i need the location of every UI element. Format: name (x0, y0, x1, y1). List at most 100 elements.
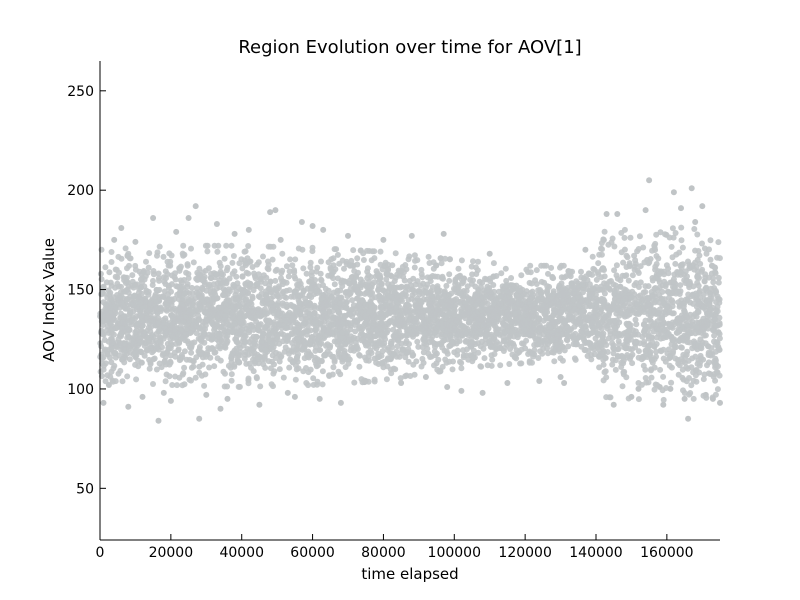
data-point (188, 284, 195, 291)
data-point (252, 360, 258, 367)
data-point (231, 320, 238, 327)
data-point (395, 337, 402, 344)
data-point (712, 264, 719, 271)
data-point (704, 297, 711, 304)
data-point (653, 231, 660, 238)
data-point (498, 270, 505, 277)
data-point (237, 352, 244, 359)
data-point (230, 327, 237, 334)
data-point (610, 344, 617, 351)
data-point (537, 326, 544, 333)
data-point (153, 345, 160, 352)
data-point (705, 359, 712, 366)
data-point (469, 271, 476, 278)
data-point (625, 277, 632, 284)
data-point (265, 266, 272, 273)
data-point (124, 334, 131, 341)
data-point (497, 362, 504, 369)
data-point (280, 374, 287, 381)
data-point (452, 276, 459, 283)
data-point (515, 301, 522, 307)
data-point (463, 330, 469, 337)
data-point (247, 346, 254, 353)
data-point (196, 302, 203, 309)
data-point (223, 280, 230, 287)
data-point (311, 357, 318, 364)
data-point (115, 336, 122, 343)
data-point (145, 264, 152, 271)
data-point (391, 289, 398, 296)
data-point (204, 248, 211, 255)
data-point (631, 252, 638, 259)
data-point (632, 316, 639, 323)
data-point (619, 383, 626, 390)
data-point (612, 325, 619, 332)
data-point (214, 248, 221, 255)
data-point (347, 311, 353, 318)
data-point (326, 308, 333, 315)
data-point (616, 319, 623, 326)
data-point (133, 376, 140, 383)
data-point (150, 356, 157, 363)
data-point (470, 347, 477, 354)
data-point (471, 312, 477, 319)
data-point (565, 268, 572, 275)
data-point (160, 350, 167, 357)
data-point (383, 311, 390, 318)
data-point (682, 268, 689, 275)
data-point (109, 339, 116, 346)
data-point (124, 265, 130, 272)
data-point (326, 372, 333, 379)
data-point (651, 244, 658, 251)
data-point (632, 344, 639, 351)
data-point (168, 281, 175, 288)
data-point (296, 292, 303, 299)
data-point (621, 273, 628, 279)
data-point (635, 396, 642, 403)
data-point (623, 333, 630, 340)
data-point (547, 324, 554, 331)
data-point (371, 255, 378, 262)
data-point (687, 390, 694, 396)
data-point (303, 299, 310, 306)
data-point (175, 296, 182, 303)
data-point (520, 341, 527, 347)
data-point (106, 269, 113, 276)
data-point (430, 259, 437, 266)
data-point (701, 371, 708, 378)
data-point (258, 338, 265, 345)
data-point (262, 342, 269, 349)
data-point (701, 278, 708, 285)
data-point (706, 246, 712, 253)
data-point (596, 286, 603, 293)
data-point (707, 237, 714, 244)
data-point (642, 326, 649, 333)
data-point (712, 391, 719, 398)
data-point (378, 304, 385, 311)
data-point (500, 293, 507, 300)
data-point (351, 268, 358, 274)
data-point (593, 276, 600, 283)
data-point (211, 363, 218, 370)
data-point (415, 304, 421, 311)
data-point (380, 287, 387, 294)
data-point (108, 249, 115, 255)
data-point (211, 327, 218, 333)
data-point (331, 281, 338, 288)
data-point (506, 361, 513, 367)
data-point (572, 319, 579, 326)
data-point (712, 348, 719, 355)
data-point (692, 372, 699, 379)
data-point (339, 283, 346, 290)
data-point (654, 318, 661, 325)
data-point (635, 380, 642, 386)
data-point (579, 280, 586, 287)
data-point (324, 341, 331, 348)
data-point (209, 299, 216, 306)
data-point (132, 329, 139, 336)
data-point (712, 269, 718, 275)
data-point (365, 357, 372, 364)
data-point (392, 250, 399, 257)
data-point (675, 371, 682, 378)
data-point (673, 251, 680, 258)
